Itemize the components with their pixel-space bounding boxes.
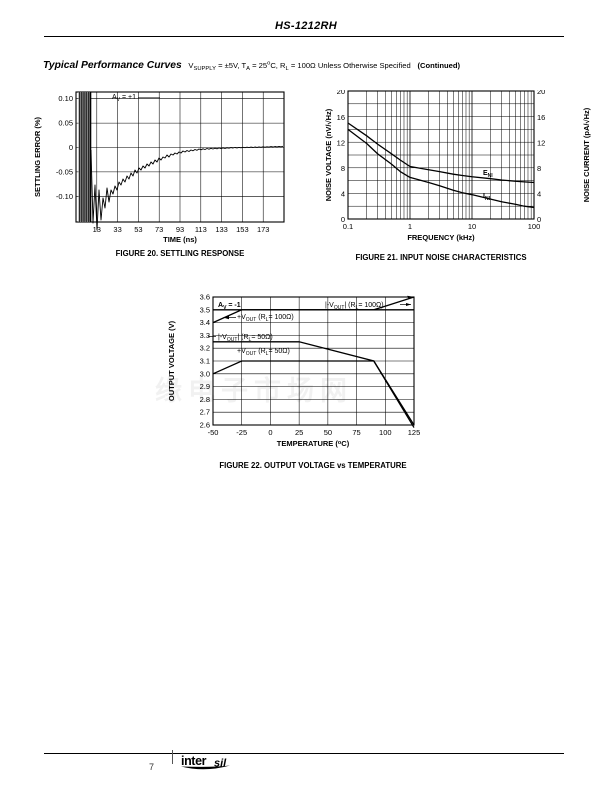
svg-text:AV = +1: AV = +1 [112, 94, 136, 103]
svg-text:0.05: 0.05 [58, 119, 73, 128]
svg-text:TEMPERATURE (oC): TEMPERATURE (oC) [277, 439, 350, 448]
svg-text:113: 113 [195, 225, 207, 234]
svg-text:10: 10 [468, 222, 476, 231]
svg-text:50: 50 [324, 428, 332, 437]
svg-text:53: 53 [134, 225, 142, 234]
svg-text:FREQUENCY (kHz): FREQUENCY (kHz) [407, 233, 475, 242]
svg-text:SETTLING ERROR (%): SETTLING ERROR (%) [33, 116, 42, 197]
svg-text:-0.05: -0.05 [56, 168, 73, 177]
svg-text:12: 12 [337, 139, 345, 148]
svg-text:INI: INI [483, 193, 491, 202]
svg-text:100: 100 [528, 222, 541, 231]
svg-text:3.4: 3.4 [200, 318, 210, 327]
svg-text:FIGURE 22. OUTPUT VOLTAGE vs: FIGURE 22. OUTPUT VOLTAGE vs TEMPERATURE [219, 461, 406, 470]
svg-text:3.6: 3.6 [200, 293, 210, 302]
svg-text:NOISE CURRENT (pA/√Hz): NOISE CURRENT (pA/√Hz) [582, 107, 591, 202]
svg-text:8: 8 [537, 164, 541, 173]
svg-text:2.7: 2.7 [200, 408, 210, 417]
svg-text:20: 20 [337, 90, 345, 96]
svg-text:16: 16 [337, 113, 345, 122]
svg-text:0: 0 [69, 143, 73, 152]
svg-text:20: 20 [537, 90, 545, 96]
svg-text:133: 133 [215, 225, 228, 234]
svg-text:3.1: 3.1 [200, 357, 210, 366]
svg-text:FIGURE 20. SETTLING RESPONSE: FIGURE 20. SETTLING RESPONSE [116, 249, 245, 258]
svg-text:2.9: 2.9 [200, 382, 210, 391]
svg-text:8: 8 [341, 164, 345, 173]
svg-text:25: 25 [295, 428, 303, 437]
svg-text:4: 4 [341, 190, 345, 199]
svg-text:FIGURE 21. INPUT NOISE CHARAC: FIGURE 21. INPUT NOISE CHARACTERISTICS [355, 253, 526, 262]
svg-text:1: 1 [408, 222, 412, 231]
svg-text:3.2: 3.2 [200, 344, 210, 353]
svg-text:0.1: 0.1 [343, 222, 353, 231]
svg-text:3.3: 3.3 [200, 331, 210, 340]
svg-text:0: 0 [268, 428, 272, 437]
svg-text:13: 13 [93, 225, 101, 234]
svg-text:75: 75 [352, 428, 360, 437]
svg-text:ENI: ENI [483, 170, 493, 179]
svg-text:3.0: 3.0 [200, 369, 210, 378]
svg-text:OUTPUT VOLTAGE (V): OUTPUT VOLTAGE (V) [167, 320, 176, 401]
svg-text:3.5: 3.5 [200, 305, 210, 314]
svg-text:+VOUT (RL= 100Ω): +VOUT (RL= 100Ω) [237, 314, 294, 323]
svg-text:100: 100 [379, 428, 392, 437]
svg-text:4: 4 [537, 190, 541, 199]
svg-text:-50: -50 [208, 428, 219, 437]
svg-text:+VOUT (RL= 50Ω): +VOUT (RL= 50Ω) [237, 348, 290, 357]
svg-text:TIME (ns): TIME (ns) [163, 235, 197, 244]
svg-text:93: 93 [176, 225, 184, 234]
svg-text:inter: inter [181, 754, 207, 768]
svg-text:12: 12 [537, 139, 545, 148]
svg-text:33: 33 [113, 225, 121, 234]
svg-text:NOISE VOLTAGE (nV/√Hz): NOISE VOLTAGE (nV/√Hz) [324, 108, 333, 201]
svg-text:-25: -25 [236, 428, 247, 437]
svg-text:-0.10: -0.10 [56, 192, 73, 201]
svg-text:125: 125 [408, 428, 421, 437]
svg-text:0.10: 0.10 [58, 94, 73, 103]
svg-text:173: 173 [257, 225, 270, 234]
svg-text:16: 16 [537, 113, 545, 122]
svg-text:2.8: 2.8 [200, 395, 210, 404]
svg-text:153: 153 [236, 225, 249, 234]
svg-text:73: 73 [155, 225, 163, 234]
